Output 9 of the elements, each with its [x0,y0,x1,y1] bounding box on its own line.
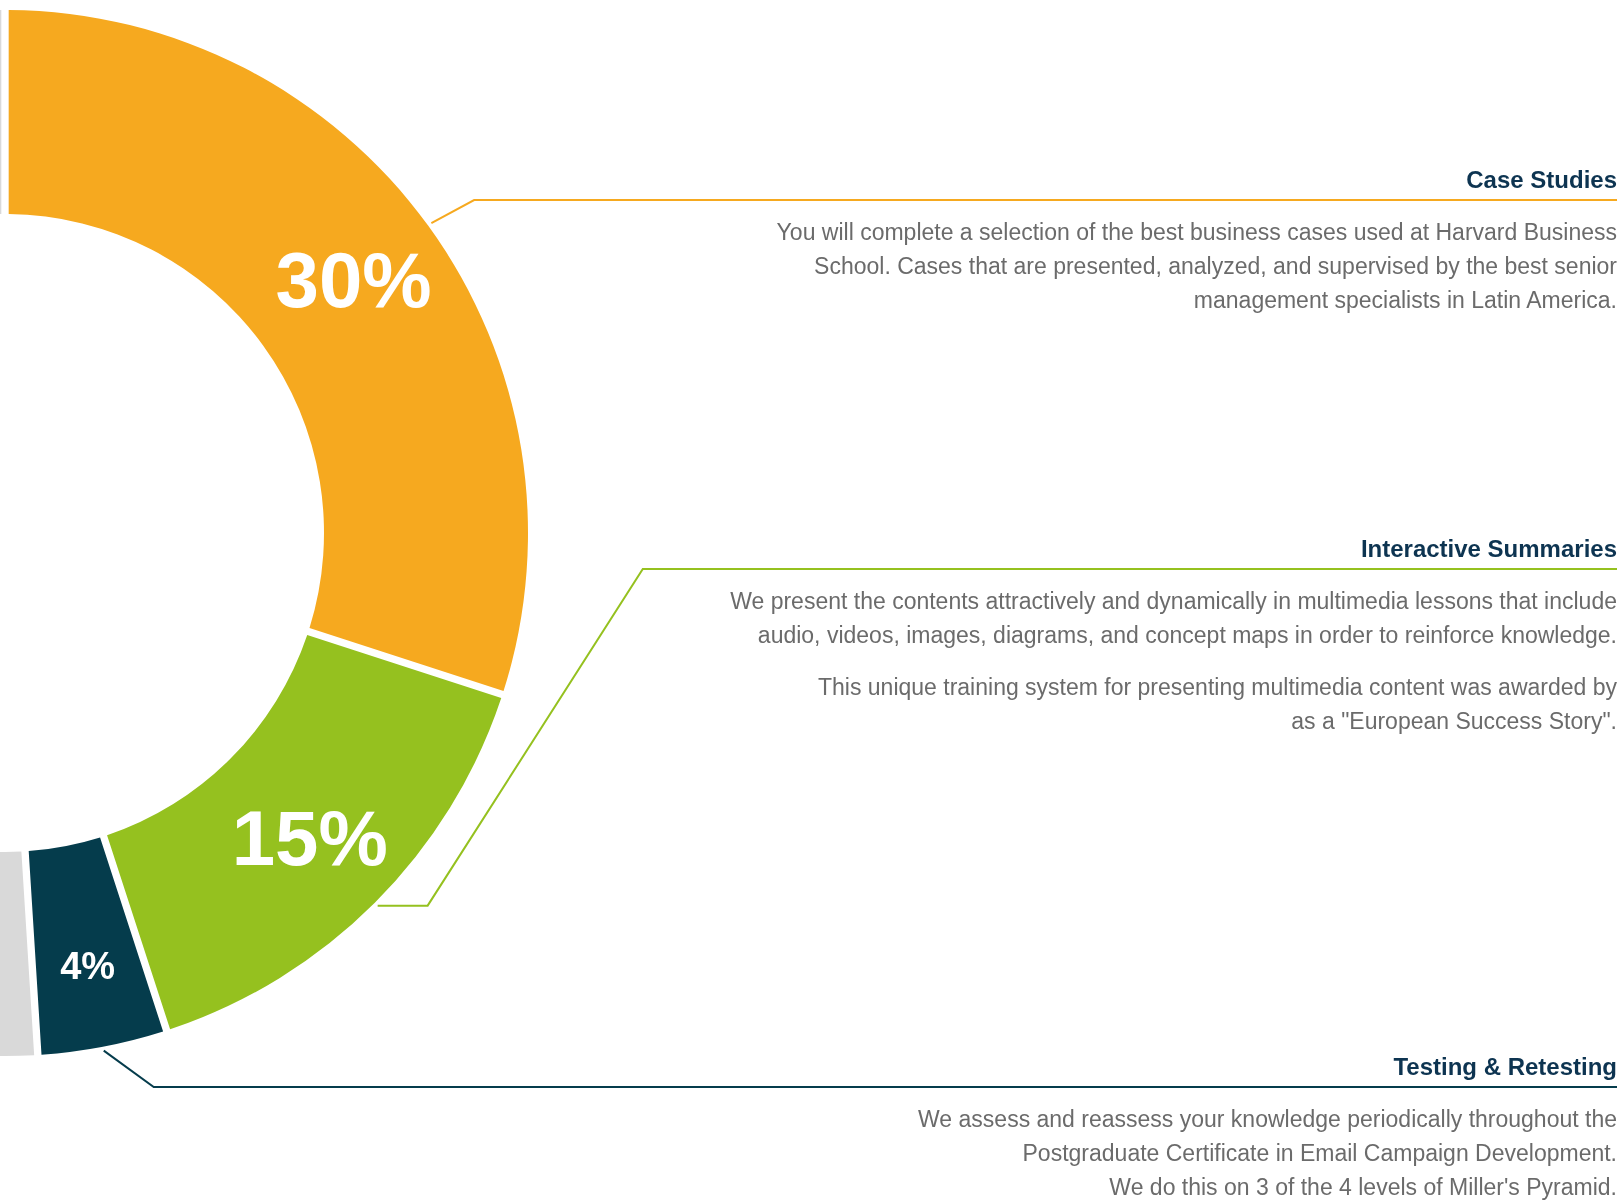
text: We assess and reassess your knowledge periodically throughout the Postgraduate Certificate in Email Campaign Development. We do this on 3 of the 4 levels of Miller's Pyramid. [918,1106,1617,1200]
slice-label: Testing & Retesting [1393,1053,1617,1080]
text: You will complete a selection of the best business cases used at Harvard Business School. Cases that are presented, analyzed, and supervised by the best senior management specialists in Latin America. [776,219,1618,313]
slice-label: Interactive Summaries [1360,535,1617,562]
slice-label: Case Studies [1466,166,1617,193]
data-label: 15% [231,793,388,882]
text: We present the contents attractively and dynamically in multimedia lessons that include audio, videos, images, diagrams, and concept maps in order to reinforce knowledge. This unique training system for presenting multimedia content was awarded by as a "European Success Story". [730,588,1618,734]
data-label: 4% [60,945,116,988]
data-label: 30% [275,235,432,324]
